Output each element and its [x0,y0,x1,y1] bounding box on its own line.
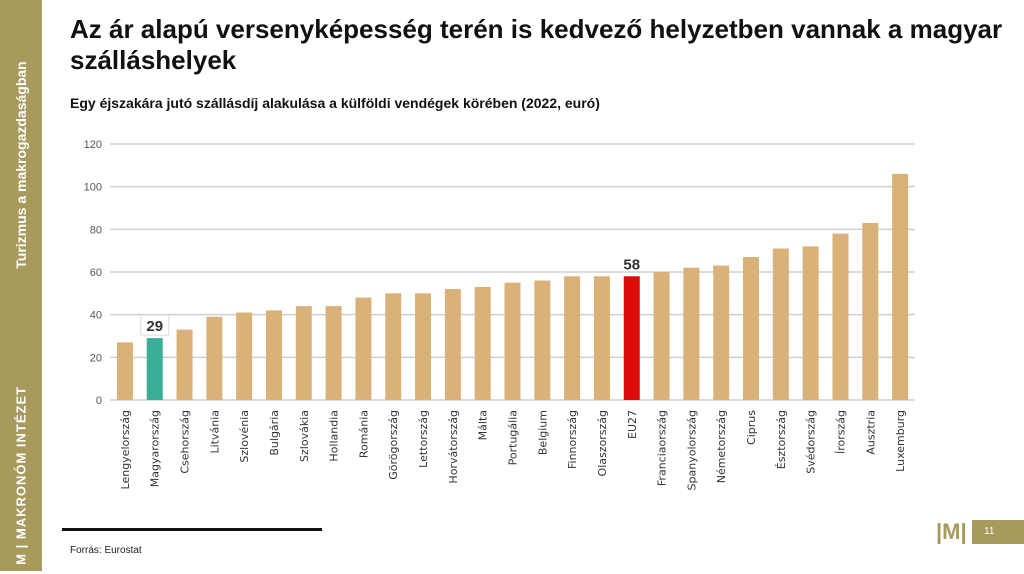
y-tick-label: 100 [84,182,102,194]
page-title: Az ár alapú versenyképesség terén is ked… [70,14,1003,75]
bar-EU27 [623,276,640,400]
x-tick-label: Portugália [507,410,520,465]
x-tick-label: Ciprus [745,410,758,445]
bar-Spanyolország [683,267,700,400]
y-tick-label: 0 [96,395,102,407]
page-number: 11 [972,520,1024,544]
bar-Svédország [802,246,819,400]
x-tick-label: Ausztria [864,410,877,455]
x-tick-label: Csehország [179,410,192,474]
source-note: Forrás: Eurostat [70,545,142,556]
bar-Bulgária [265,310,282,400]
data-label: 58 [623,256,640,273]
x-tick-label: Svédország [805,410,818,474]
bar-Franciaország [653,272,670,400]
x-tick-label: Litvánia [208,410,221,454]
x-tick-label: Spanyolország [685,410,698,490]
x-tick-label: Horvátország [447,410,460,484]
x-tick-label: Franciaország [656,410,669,486]
bar-Görögország [385,293,402,400]
bar-Belgium [534,280,551,400]
bar-Németország [713,265,730,400]
y-tick-label: 20 [90,352,102,364]
bar-Finnország [564,276,581,400]
bar-Írország [832,233,849,400]
bar-Olaszország [593,276,610,400]
x-tick-label: Lengyelország [119,410,132,489]
x-tick-label: Finnország [566,410,579,469]
bar-Lengyelország [116,342,133,400]
data-label: 29 [146,318,163,335]
x-tick-label: Olaszország [596,410,609,476]
bar-Szlovénia [236,312,253,400]
bar-Ausztria [862,222,879,400]
bar-Románia [355,297,372,400]
x-tick-label: Szlovénia [238,410,251,463]
x-tick-label: Bulgária [268,410,281,456]
y-tick-label: 40 [90,310,102,322]
x-tick-label: Észtország [775,410,788,469]
y-tick-label: 80 [90,224,102,236]
bar-Horvátország [444,289,461,400]
bar-Ciprus [743,257,760,400]
x-tick-label: Málta [477,410,490,440]
sidebar: Turizmus a makrogazdaságban | M | MAKRON… [0,0,42,574]
bar-Észtország [772,248,789,400]
bar-Luxemburg [892,173,909,400]
x-tick-label: Hollandia [328,410,341,462]
bar-Portugália [504,282,521,400]
x-tick-label: Luxemburg [894,410,907,472]
bar-Lettország [415,293,432,400]
bar-Litvánia [206,316,223,400]
x-tick-label: Görögország [387,410,400,480]
bar-Málta [474,286,491,400]
x-tick-label: Írország [834,410,847,454]
footer-logo: |M| [936,519,967,544]
divider [62,528,322,531]
x-tick-label: Lettország [417,410,430,468]
data-label-box [140,314,170,336]
chart-title: Egy éjszakára jutó szállásdíj alakulása … [70,95,600,111]
y-tick-label: 120 [84,139,102,151]
x-tick-label: Szlovákia [298,410,311,462]
x-tick-label: Románia [357,410,370,458]
x-tick-label: EU27 [626,410,639,439]
x-tick-label: Belgium [536,410,549,455]
bar-Magyarország [146,338,163,400]
bar-Szlovákia [295,306,312,400]
x-tick-label: Németország [715,410,728,483]
y-tick-label: 60 [90,267,102,279]
bar-Hollandia [325,306,342,400]
x-tick-label: Magyarország [149,410,162,487]
bar-Csehország [176,329,193,400]
